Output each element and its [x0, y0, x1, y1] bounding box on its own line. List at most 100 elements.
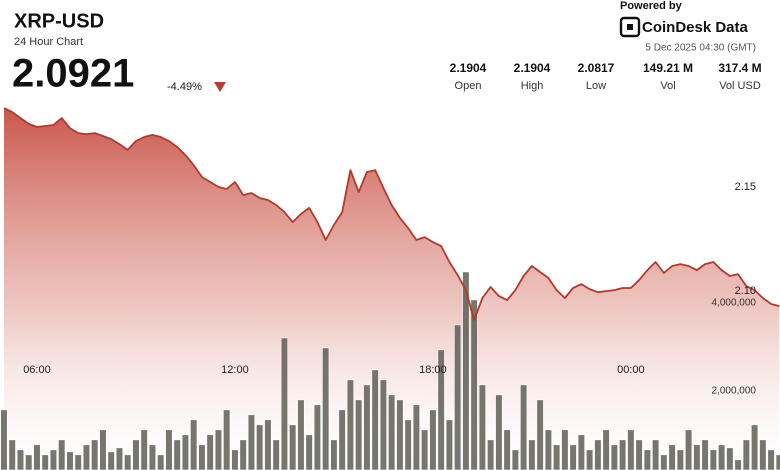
volume-bar — [668, 444, 676, 470]
x-tick-label: 00:00 — [617, 364, 645, 376]
volume-bar — [652, 439, 660, 470]
volume-bar — [487, 439, 495, 470]
subtitle: 24 Hour Chart — [14, 36, 83, 48]
volume-bar — [58, 439, 66, 470]
volume-bar — [429, 409, 437, 470]
change: -4.49% — [167, 81, 202, 93]
volume-bar — [404, 419, 412, 470]
brand-logo — [619, 16, 641, 38]
volume-bar — [734, 459, 742, 470]
down-arrow — [214, 82, 226, 92]
volume-bar — [272, 439, 280, 470]
volume-bar — [660, 454, 668, 470]
stat-value: 2.1904 — [450, 61, 487, 75]
plot — [0, 107, 780, 470]
stat-label: Open — [455, 80, 482, 92]
stat-value: 317.4 M — [718, 61, 761, 75]
volume-bar — [470, 299, 478, 470]
volume-bar — [148, 444, 157, 470]
volume-bar — [627, 429, 635, 470]
volume-bar — [115, 447, 124, 470]
volume-bar — [685, 429, 693, 470]
volume-bar — [759, 439, 767, 470]
volume-bar — [445, 419, 453, 470]
volume-bar — [635, 439, 643, 470]
volume-bar — [421, 429, 429, 470]
volume-bar — [412, 404, 420, 470]
volume-bar — [775, 454, 780, 470]
stat-label: Vol — [660, 80, 675, 92]
volume-bar — [8, 439, 16, 470]
volume-bar — [107, 451, 115, 470]
y2-tick-label: 2,000,000 — [712, 385, 757, 396]
volume-bar — [355, 399, 363, 470]
powered-by: Powered by — [620, 0, 683, 12]
volume-bar — [717, 444, 726, 470]
volume-bar — [750, 424, 759, 470]
volume-bar — [495, 394, 503, 470]
volume-bar — [503, 429, 511, 470]
volume-bar — [544, 429, 552, 470]
x-tick-label: 18:00 — [419, 364, 447, 376]
volume-bar — [676, 449, 684, 470]
volume-bar — [297, 399, 305, 470]
volume-bar — [231, 449, 239, 470]
volume-bar — [396, 399, 404, 470]
volume-bar — [214, 429, 223, 470]
y-tick-label: 2.10 — [735, 285, 756, 297]
stat-label: Low — [586, 80, 606, 92]
volume-bar — [313, 404, 322, 470]
brand-name: CoinDesk Data — [642, 19, 749, 36]
volume-bar — [569, 444, 577, 470]
volume-bar — [454, 324, 462, 470]
price-area — [3, 108, 780, 470]
volume-bar — [594, 439, 602, 470]
volume-bar — [767, 449, 775, 470]
volume-bar — [247, 414, 256, 470]
volume-bar — [536, 399, 544, 470]
volume-bar — [602, 429, 610, 470]
volume-bar — [16, 449, 25, 470]
volume-bar — [173, 439, 181, 470]
stat-value: 2.0817 — [578, 61, 615, 75]
volume-bar — [379, 379, 388, 470]
volume-bar — [239, 439, 247, 470]
volume-bar — [346, 379, 355, 470]
volume-bar — [478, 384, 486, 470]
volume-bar — [206, 434, 214, 470]
y2-tick-label: 4,000,000 — [712, 298, 757, 309]
volume-bar — [561, 429, 569, 470]
stat-value: 2.1904 — [514, 61, 551, 75]
stat-value: 149.21 M — [643, 61, 693, 75]
volume-bar — [726, 447, 734, 470]
volume-bar — [157, 454, 165, 470]
volume-bar — [74, 454, 82, 470]
volume-bar — [165, 429, 173, 470]
stats: 2.1904 Open 2.1904 High 2.0817 Low 149.2… — [450, 61, 762, 92]
volume-bar — [82, 444, 91, 470]
volume-bar — [66, 451, 74, 470]
volume-bar — [330, 439, 338, 470]
volume-bar — [223, 409, 231, 470]
timestamp: 5 Dec 2025 04:30 (GMT) — [645, 43, 756, 54]
volume-bar — [190, 419, 198, 470]
volume-bar — [322, 347, 330, 470]
volume-bar — [553, 444, 561, 470]
volume-bar — [264, 419, 272, 470]
volume-bar — [511, 449, 519, 470]
volume-bar — [256, 424, 264, 470]
volume-bar — [198, 444, 206, 470]
volume-bar — [742, 439, 750, 470]
volume-bar — [610, 444, 618, 470]
volume-bar — [289, 424, 297, 470]
volume-bar — [693, 444, 701, 470]
volume-bar — [0, 409, 8, 470]
volume-bar — [701, 439, 709, 470]
volume-bar — [371, 369, 379, 470]
volume-bar — [643, 449, 651, 470]
volume-bar — [49, 449, 58, 470]
volume-bar — [619, 439, 627, 470]
volume-bar — [132, 439, 140, 470]
x-tick-label: 12:00 — [221, 364, 249, 376]
